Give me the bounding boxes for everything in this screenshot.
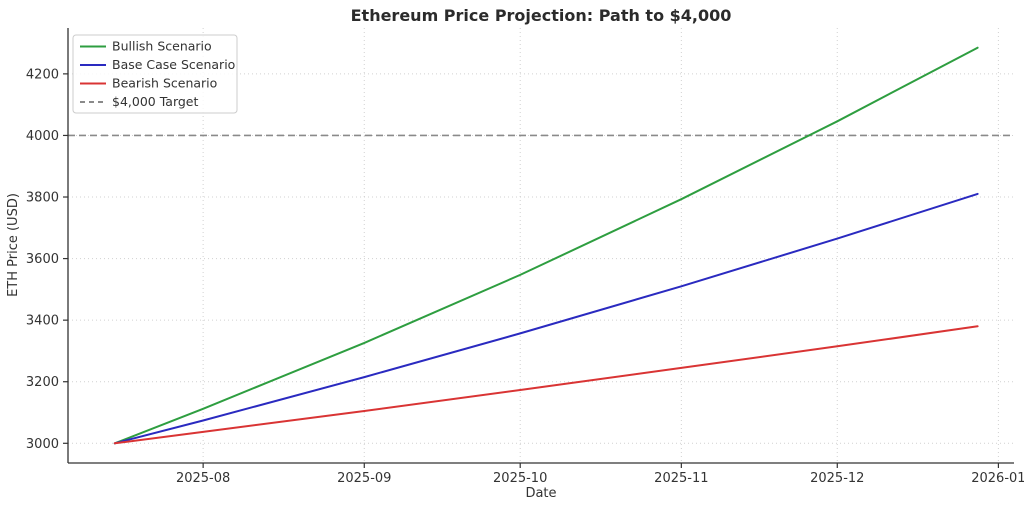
legend-label-bearish: Bearish Scenario xyxy=(112,76,217,91)
y-tick-label: 3800 xyxy=(26,191,59,206)
series-line-0 xyxy=(113,46,979,445)
y-tick-label: 4200 xyxy=(26,67,59,82)
legend-label-bullish: Bullish Scenario xyxy=(112,39,212,54)
series-line-2 xyxy=(113,325,979,445)
y-axis-ticks: 3000 3200 3400 3600 3800 4000 4200 xyxy=(26,67,68,452)
chart-title: Ethereum Price Projection: Path to $4,00… xyxy=(351,6,732,25)
y-tick-label: 3000 xyxy=(26,437,59,452)
x-tick-label: 2025-10 xyxy=(493,471,547,486)
x-tick-label: 2025-12 xyxy=(810,471,864,486)
x-axis-ticks: 2025-08 2025-09 2025-10 2025-11 2025-12 2026-… xyxy=(176,463,1024,486)
y-axis-label: ETH Price (USD) xyxy=(6,193,21,297)
legend-label-target: $4,000 Target xyxy=(112,94,198,109)
gridlines xyxy=(68,28,1014,463)
x-tick-label: 2025-08 xyxy=(176,471,230,486)
x-tick-label: 2026-01 xyxy=(971,471,1024,486)
y-tick-label: 3600 xyxy=(26,252,59,267)
y-tick-label: 4000 xyxy=(26,129,59,144)
legend: Bullish Scenario Base Case Scenario Bear… xyxy=(72,34,238,114)
x-tick-label: 2025-11 xyxy=(654,471,708,486)
y-tick-label: 3200 xyxy=(26,375,59,390)
x-axis-label: Date xyxy=(525,486,556,501)
legend-box xyxy=(72,34,238,114)
series-line-1 xyxy=(113,192,979,445)
x-tick-label: 2025-09 xyxy=(337,471,391,486)
y-tick-label: 3400 xyxy=(26,314,59,329)
series-lines xyxy=(113,46,979,445)
legend-label-base-case: Base Case Scenario xyxy=(112,57,235,72)
